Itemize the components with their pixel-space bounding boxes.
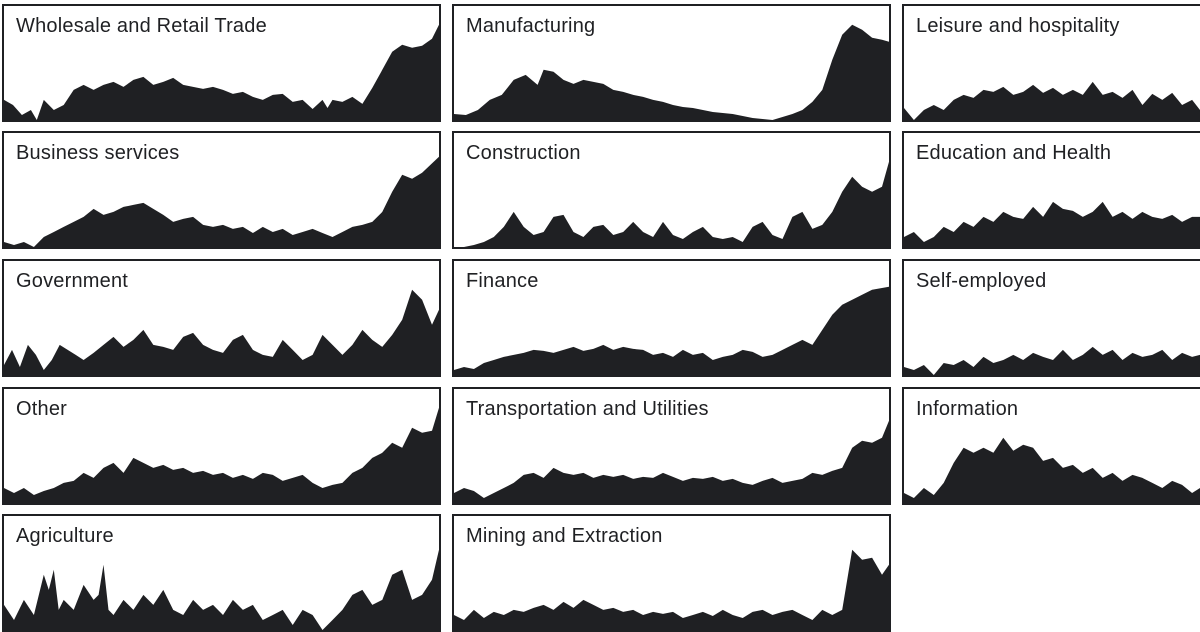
area-series-mining-and-extraction: [454, 549, 889, 630]
area-chart-education-and-health: [904, 201, 1200, 247]
area-chart-self-employed: [904, 346, 1200, 375]
area-series-wholesale-and-retail-trade: [4, 24, 439, 120]
panel-title-education-and-health: Education and Health: [916, 142, 1112, 164]
area-series-other: [4, 407, 439, 503]
area-series-agriculture: [4, 549, 439, 630]
panel-title-agriculture: Agriculture: [16, 525, 114, 547]
panel-agriculture: Agriculture: [2, 514, 441, 632]
area-series-business-services: [4, 156, 439, 247]
area-series-construction: [454, 161, 889, 247]
area-chart-finance: [454, 286, 889, 375]
area-chart-information: [904, 437, 1200, 503]
panel-self-employed: Self-employed: [902, 259, 1200, 377]
panel-title-construction: Construction: [466, 142, 581, 164]
panel-leisure-and-hospitality: Leisure and hospitality: [902, 4, 1200, 122]
area-series-self-employed: [904, 346, 1200, 375]
area-chart-construction: [454, 161, 889, 247]
panel-title-finance: Finance: [466, 270, 539, 292]
panel-wholesale-and-retail-trade: Wholesale and Retail Trade: [2, 4, 441, 122]
panel-education-and-health: Education and Health: [902, 131, 1200, 249]
panel-manufacturing: Manufacturing: [452, 4, 891, 122]
area-series-leisure-and-hospitality: [904, 81, 1200, 120]
area-series-transportation-and-utilities: [454, 420, 889, 503]
panel-title-manufacturing: Manufacturing: [466, 15, 596, 37]
panel-title-leisure-and-hospitality: Leisure and hospitality: [916, 15, 1120, 37]
panel-title-transportation-and-utilities: Transportation and Utilities: [466, 398, 709, 420]
area-chart-business-services: [4, 156, 439, 247]
area-series-manufacturing: [454, 24, 889, 120]
area-chart-agriculture: [4, 549, 439, 630]
panel-title-wholesale-and-retail-trade: Wholesale and Retail Trade: [16, 15, 267, 37]
panel-finance: Finance: [452, 259, 891, 377]
area-chart-leisure-and-hospitality: [904, 81, 1200, 120]
panel-title-business-services: Business services: [16, 142, 180, 164]
panel-construction: Construction: [452, 131, 891, 249]
panel-title-government: Government: [16, 270, 129, 292]
area-chart-manufacturing: [454, 24, 889, 120]
panel-title-self-employed: Self-employed: [916, 270, 1047, 292]
panel-title-information: Information: [916, 398, 1019, 420]
area-series-finance: [454, 286, 889, 375]
panel-other: Other: [2, 387, 441, 505]
area-chart-mining-and-extraction: [454, 549, 889, 630]
panel-title-mining-and-extraction: Mining and Extraction: [466, 525, 663, 547]
panel-government: Government: [2, 259, 441, 377]
panel-information: Information: [902, 387, 1200, 505]
area-series-education-and-health: [904, 201, 1200, 247]
area-chart-transportation-and-utilities: [454, 420, 889, 503]
panel-mining-and-extraction: Mining and Extraction: [452, 514, 891, 632]
area-series-government: [4, 289, 439, 375]
area-chart-other: [4, 407, 439, 503]
panel-title-other: Other: [16, 398, 68, 420]
area-series-information: [904, 437, 1200, 503]
area-chart-wholesale-and-retail-trade: [4, 24, 439, 120]
area-chart-government: [4, 289, 439, 375]
panel-business-services: Business services: [2, 131, 441, 249]
panel-transportation-and-utilities: Transportation and Utilities: [452, 387, 891, 505]
